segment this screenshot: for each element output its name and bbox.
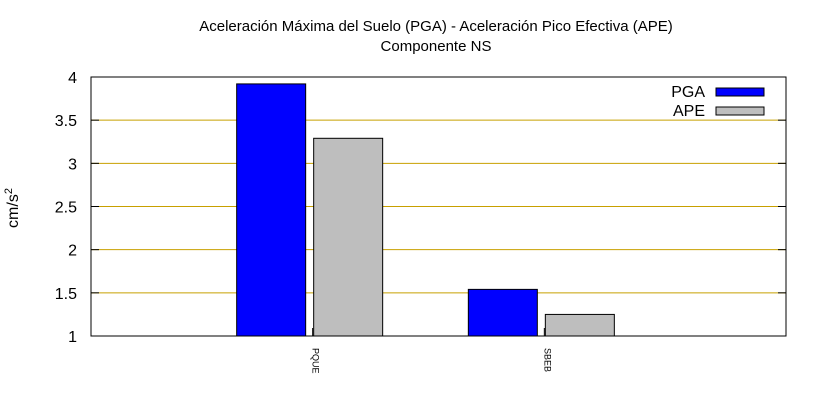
y-tick-label: 1 (68, 329, 77, 346)
y-tick-label: 1.5 (55, 286, 77, 303)
y-axis-label-exponent: 2 (3, 188, 15, 194)
legend-label: PGA (671, 84, 705, 101)
bar-pga-sbeb (467, 288, 538, 337)
chart-title: Aceleración Máxima del Suelo (PGA) - Ace… (199, 18, 673, 35)
gridlines (91, 119, 786, 294)
category-label: PQUE (311, 348, 321, 374)
y-axis-label: cm/s2 (3, 188, 22, 228)
legend: PGA APE (671, 84, 765, 120)
x-axis-categories: PQUE SBEB (311, 328, 552, 374)
bars (236, 83, 615, 337)
legend-swatch-pga (715, 87, 765, 97)
bar-pga-pque (236, 83, 307, 337)
chart-subtitle: Componente NS (381, 38, 492, 55)
bar-ape-pque (313, 137, 384, 337)
y-tick-label: 2.5 (55, 200, 77, 217)
y-axis-ticks: 1 1.5 2 2.5 3 3.5 4 (55, 70, 786, 346)
category-label: SBEB (542, 348, 552, 372)
legend-swatch-ape (715, 106, 765, 116)
y-tick-label: 3 (68, 156, 77, 173)
y-tick-label: 4 (68, 70, 77, 87)
y-tick-label: 2 (68, 243, 77, 260)
bar-ape-sbeb (544, 313, 615, 337)
y-tick-label: 3.5 (55, 113, 77, 130)
y-axis-label-unit: cm/s (5, 194, 22, 228)
legend-label: APE (673, 103, 705, 120)
